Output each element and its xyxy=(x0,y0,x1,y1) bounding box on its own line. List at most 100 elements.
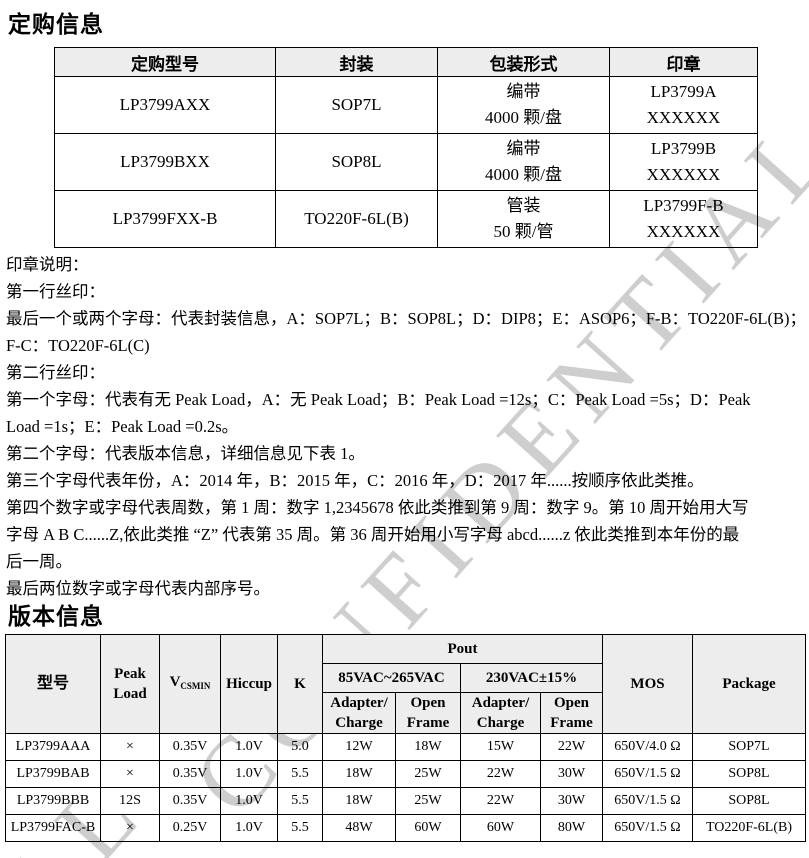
cell-vcsmin: 0.35V xyxy=(159,787,221,815)
cell-hiccup: 1.0V xyxy=(220,760,278,788)
cell-model: LP3799BXX xyxy=(54,133,276,191)
col-header-hiccup: Hiccup xyxy=(220,634,278,734)
cell-model: LP3799BAB xyxy=(5,760,101,788)
note-line: 最后两位数字或字母代表内部序号。 xyxy=(6,579,270,598)
cell-low-open: 25W xyxy=(395,760,461,788)
marking-line1: LP3799A xyxy=(650,82,717,101)
note-line: 最后一个或两个字母：代表封装信息，A：SOP7L；B：SOP8L；D：DIP8；… xyxy=(6,309,807,328)
packing-qty: 4000 颗/盘 xyxy=(485,165,562,184)
col-header-package: 封装 xyxy=(275,47,438,77)
peak-load-line2: Load xyxy=(113,686,147,702)
cell-vcsmin: 0.35V xyxy=(159,733,221,761)
version-header-row-1: 型号 Peak Load VCSMIN Hiccup K Pout MOS Pa… xyxy=(5,634,806,734)
cell-marking: LP3799F-B XXXXXX xyxy=(609,190,758,248)
note-line: Load =1s；E：Peak Load =0.2s。 xyxy=(6,417,239,436)
note-line: 印章说明： xyxy=(6,255,89,274)
cell-vcsmin: 0.35V xyxy=(159,760,221,788)
ordering-table: 定购型号 封装 包装形式 印章 LP3799AXX SOP7L 编带 4000 … xyxy=(54,47,758,248)
packing-type: 编带 xyxy=(506,139,541,158)
ordering-header-row: 定购型号 封装 包装形式 印章 xyxy=(54,47,758,77)
packing-type: 编带 xyxy=(506,82,541,101)
table-row: LP3799AAA × 0.35V 1.0V 5.0 12W 18W 15W 2… xyxy=(5,733,806,761)
cell-package: TO220F-6L(B) xyxy=(692,814,806,842)
cell-low-adapter: 12W xyxy=(322,733,396,761)
ordering-info-title: 定购信息 xyxy=(8,11,104,37)
table-row: LP3799FXX-B TO220F-6L(B) 管装 50 颗/管 LP379… xyxy=(54,190,758,248)
open-line2: Frame xyxy=(550,715,593,731)
open-line2: Frame xyxy=(406,715,450,731)
cell-mos: 650V/1.5 Ω xyxy=(602,760,693,788)
cell-model: LP3799FAC-B xyxy=(5,814,101,842)
cell-high-adapter: 60W xyxy=(460,814,541,842)
col-header-range-high: 230VAC±15% xyxy=(460,663,603,693)
cell-model: LP3799FXX-B xyxy=(54,190,276,248)
peak-load-line1: Peak xyxy=(114,666,146,682)
version-header-row-3: Adapter/ Charge Open Frame Adapter/ Char… xyxy=(6,692,806,734)
vcsmin-subscript: CSMIN xyxy=(180,681,211,691)
marking-line1: LP3799F-B xyxy=(643,196,724,215)
cell-package: SOP8L xyxy=(275,133,438,191)
cell-k: 5.5 xyxy=(277,760,323,788)
note-line: 第一行丝印： xyxy=(6,282,105,301)
col-header-adapter-charge-low: Adapter/ Charge xyxy=(322,692,396,734)
cell-low-adapter: 18W xyxy=(322,760,396,788)
col-header-open-frame-low: Open Frame xyxy=(395,692,461,734)
table-row: LP3799FAC-B × 0.25V 1.0V 5.5 48W 60W 60W… xyxy=(5,814,806,842)
cell-low-open: 25W xyxy=(395,787,461,815)
cell-hiccup: 1.0V xyxy=(220,733,278,761)
cell-model: LP3799AXX xyxy=(54,76,276,134)
cell-peak-load: × xyxy=(100,814,160,842)
version-table: 型号 Peak Load VCSMIN Hiccup K Pout MOS Pa… xyxy=(5,634,806,842)
note-line: F-C：TO220F-6L(C) xyxy=(6,336,150,355)
note-line: 第二行丝印： xyxy=(6,363,105,382)
cell-model: LP3799AAA xyxy=(5,733,101,761)
marking-line2: XXXXXX xyxy=(646,108,721,127)
col-header-peak-load: Peak Load xyxy=(100,634,160,734)
cell-low-open: 60W xyxy=(395,814,461,842)
cell-hiccup: 1.0V xyxy=(220,787,278,815)
cell-low-adapter: 48W xyxy=(322,814,396,842)
cell-high-open: 30W xyxy=(540,787,603,815)
open-line1: Open xyxy=(553,695,589,711)
cell-k: 5.0 xyxy=(277,733,323,761)
table-row: LP3799BAB × 0.35V 1.0V 5.5 18W 25W 22W 3… xyxy=(5,760,806,788)
col-header-packing: 包装形式 xyxy=(437,47,610,77)
cell-high-adapter: 22W xyxy=(460,787,541,815)
table-row: LP3799AXX SOP7L 编带 4000 颗/盘 LP3799A XXXX… xyxy=(54,76,758,134)
cell-package: SOP7L xyxy=(692,733,806,761)
version-header-row-2: 85VAC~265VAC 230VAC±15% xyxy=(6,663,806,693)
col-header-model: 型号 xyxy=(5,634,101,734)
open-line1: Open xyxy=(410,695,446,711)
cell-hiccup: 1.0V xyxy=(220,814,278,842)
marking-line1: LP3799B xyxy=(650,139,717,158)
cell-package: SOP8L xyxy=(692,760,806,788)
cell-high-open: 22W xyxy=(540,733,603,761)
col-header-pout: Pout xyxy=(322,634,603,664)
cell-low-adapter: 18W xyxy=(322,787,396,815)
packing-qty: 4000 颗/盘 xyxy=(485,108,562,127)
adapter-line1: Adapter/ xyxy=(471,695,530,711)
cell-packing: 编带 4000 颗/盘 xyxy=(437,76,610,134)
adapter-line1: Adapter/ xyxy=(330,695,388,711)
col-header-adapter-charge-high: Adapter/ Charge xyxy=(460,692,541,734)
cell-high-open: 80W xyxy=(540,814,603,842)
cell-low-open: 18W xyxy=(395,733,461,761)
cell-marking: LP3799A XXXXXX xyxy=(609,76,758,134)
cell-mos: 650V/1.5 Ω xyxy=(602,814,693,842)
note-line: 第二个字母：代表版本信息，详细信息见下表 1。 xyxy=(6,444,365,463)
cell-vcsmin: 0.25V xyxy=(159,814,221,842)
col-header-k: K xyxy=(277,634,323,734)
version-info-title: 版本信息 xyxy=(8,603,104,629)
marking-line2: XXXXXX xyxy=(646,165,721,184)
cell-peak-load: × xyxy=(100,760,160,788)
note-line: 字母 A B C......Z,依此类推 “Z” 代表第 35 周。第 36 周… xyxy=(6,525,740,544)
cell-peak-load: × xyxy=(100,733,160,761)
cell-model: LP3799BBB xyxy=(5,787,101,815)
table-row: LP3799BBB 12S 0.35V 1.0V 5.5 18W 25W 22W… xyxy=(5,787,806,815)
marking-line2: XXXXXX xyxy=(646,222,721,241)
cell-peak-load: 12S xyxy=(100,787,160,815)
col-header-marking: 印章 xyxy=(609,47,758,77)
cell-packing: 管装 50 颗/管 xyxy=(437,190,610,248)
